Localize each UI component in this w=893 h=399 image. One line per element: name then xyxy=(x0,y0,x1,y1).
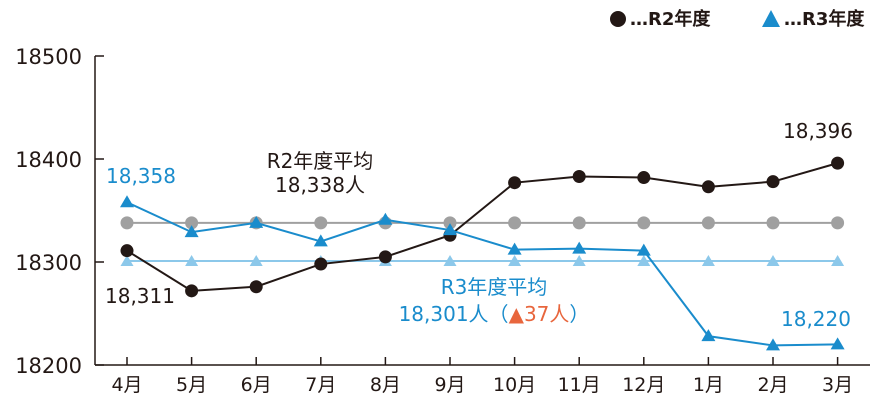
r3-average-annotation: R3年度平均 18,301人（▲37人） xyxy=(399,275,590,326)
r3-average-count: 18,301人（ xyxy=(399,302,509,326)
r2-point xyxy=(314,257,328,271)
x-tick-label: 11月 xyxy=(558,374,601,396)
x-axis-ticks: 4月 5月 6月 7月 8月 9月 10月 11月 12月 1月 2月 3月 xyxy=(111,357,853,396)
y-tick-label: 18300 xyxy=(15,251,82,275)
r3-point xyxy=(120,195,134,208)
r3-average-marker xyxy=(766,254,780,266)
series-r3 xyxy=(120,195,845,351)
r2-point xyxy=(831,156,845,170)
r2-average-marker xyxy=(314,216,328,230)
r3-average-value: 18,301人（▲37人） xyxy=(399,302,590,326)
r2-point xyxy=(701,180,715,194)
r2-average-value: 18,338人 xyxy=(275,173,365,197)
r3-average-marker xyxy=(637,254,651,266)
r2-average-marker xyxy=(443,216,457,230)
x-tick-label: 8月 xyxy=(370,374,401,396)
r3-point xyxy=(378,212,393,225)
legend: …R2年度 …R3年度 xyxy=(610,8,865,30)
legend-r3-label: …R3年度 xyxy=(784,8,865,30)
r2-average-marker xyxy=(185,216,199,230)
r3-average-marker xyxy=(185,254,199,266)
r2-point xyxy=(120,244,134,258)
r2-average-marker xyxy=(120,216,134,230)
legend-r2-marker xyxy=(610,11,626,27)
r3-average-marker xyxy=(508,254,522,266)
r3-average-marker xyxy=(701,254,715,266)
r3-average-marker xyxy=(572,254,586,266)
r3-average-title: R3年度平均 xyxy=(441,275,548,299)
x-tick-label: 3月 xyxy=(822,374,853,396)
r3-point xyxy=(184,225,199,238)
x-tick-label: 6月 xyxy=(241,374,272,396)
r2-average-marker xyxy=(637,216,651,230)
r3-point xyxy=(636,243,651,256)
x-tick-label: 10月 xyxy=(493,374,536,396)
r3-point xyxy=(507,242,522,255)
legend-r3-marker xyxy=(762,10,780,27)
r3-average-marker xyxy=(831,254,845,266)
x-tick-label: 7月 xyxy=(305,374,336,396)
x-tick-label: 9月 xyxy=(434,374,465,396)
r2-point xyxy=(185,284,199,298)
r2-average-marker xyxy=(831,216,845,230)
x-tick-label: 4月 xyxy=(111,374,142,396)
average-lines xyxy=(120,216,845,266)
r3-average-decline: ▲37人 xyxy=(509,302,570,326)
series-r2 xyxy=(120,156,845,298)
x-tick-label: 2月 xyxy=(757,374,788,396)
r2-last-value-label: 18,396 xyxy=(783,119,853,143)
r2-point xyxy=(766,175,780,189)
y-tick-label: 18200 xyxy=(15,354,82,378)
r3-point xyxy=(249,215,264,228)
r2-average-marker xyxy=(508,216,522,230)
r2-line xyxy=(126,162,838,292)
r2-point xyxy=(572,170,586,184)
r3-first-value-label: 18,358 xyxy=(106,164,176,188)
r2-point xyxy=(249,280,263,294)
r3-point xyxy=(443,223,457,236)
r2-point xyxy=(508,176,522,190)
r3-point xyxy=(830,337,845,350)
y-tick-label: 18400 xyxy=(15,148,82,172)
r3-average-marker xyxy=(249,254,263,266)
r2-first-value-label: 18,311 xyxy=(105,284,175,308)
r3-last-value-label: 18,220 xyxy=(781,307,851,331)
r3-average-close: ） xyxy=(569,302,589,326)
r3-point xyxy=(572,241,587,254)
r2-average-annotation: R2年度平均 18,338人 xyxy=(267,149,374,197)
x-tick-label: 5月 xyxy=(176,374,207,396)
r2-average-title: R2年度平均 xyxy=(267,149,374,173)
x-tick-label: 12月 xyxy=(622,374,665,396)
r3-average-marker xyxy=(443,254,457,266)
r3-average-marker xyxy=(120,254,134,266)
r2-average-marker xyxy=(766,216,780,230)
r2-point xyxy=(378,250,392,264)
r2-average-marker xyxy=(572,216,586,230)
y-axis-ticks: 18500 18400 18300 18200 xyxy=(15,45,104,378)
r3-point xyxy=(766,338,780,351)
x-tick-label: 1月 xyxy=(693,374,724,396)
legend-r2-label: …R2年度 xyxy=(630,8,711,30)
r2-average-marker xyxy=(701,216,715,230)
r2-point xyxy=(637,171,651,185)
r3-line xyxy=(126,201,838,347)
r3-point xyxy=(313,234,328,247)
y-tick-label: 18500 xyxy=(15,45,82,69)
r3-point xyxy=(701,329,716,342)
